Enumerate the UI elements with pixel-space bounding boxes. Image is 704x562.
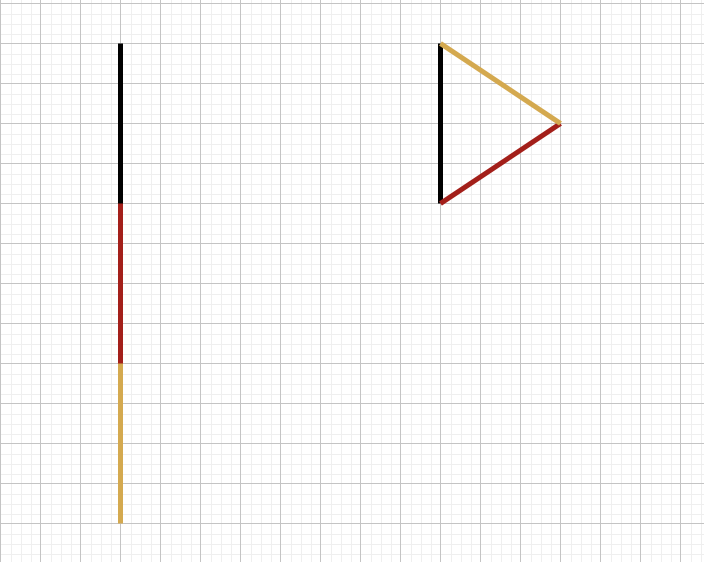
- red-segment: [439, 121, 562, 206]
- triangle-of-three-segments: [438, 41, 562, 206]
- gold-segment: [439, 41, 562, 126]
- figures: [118, 41, 562, 524]
